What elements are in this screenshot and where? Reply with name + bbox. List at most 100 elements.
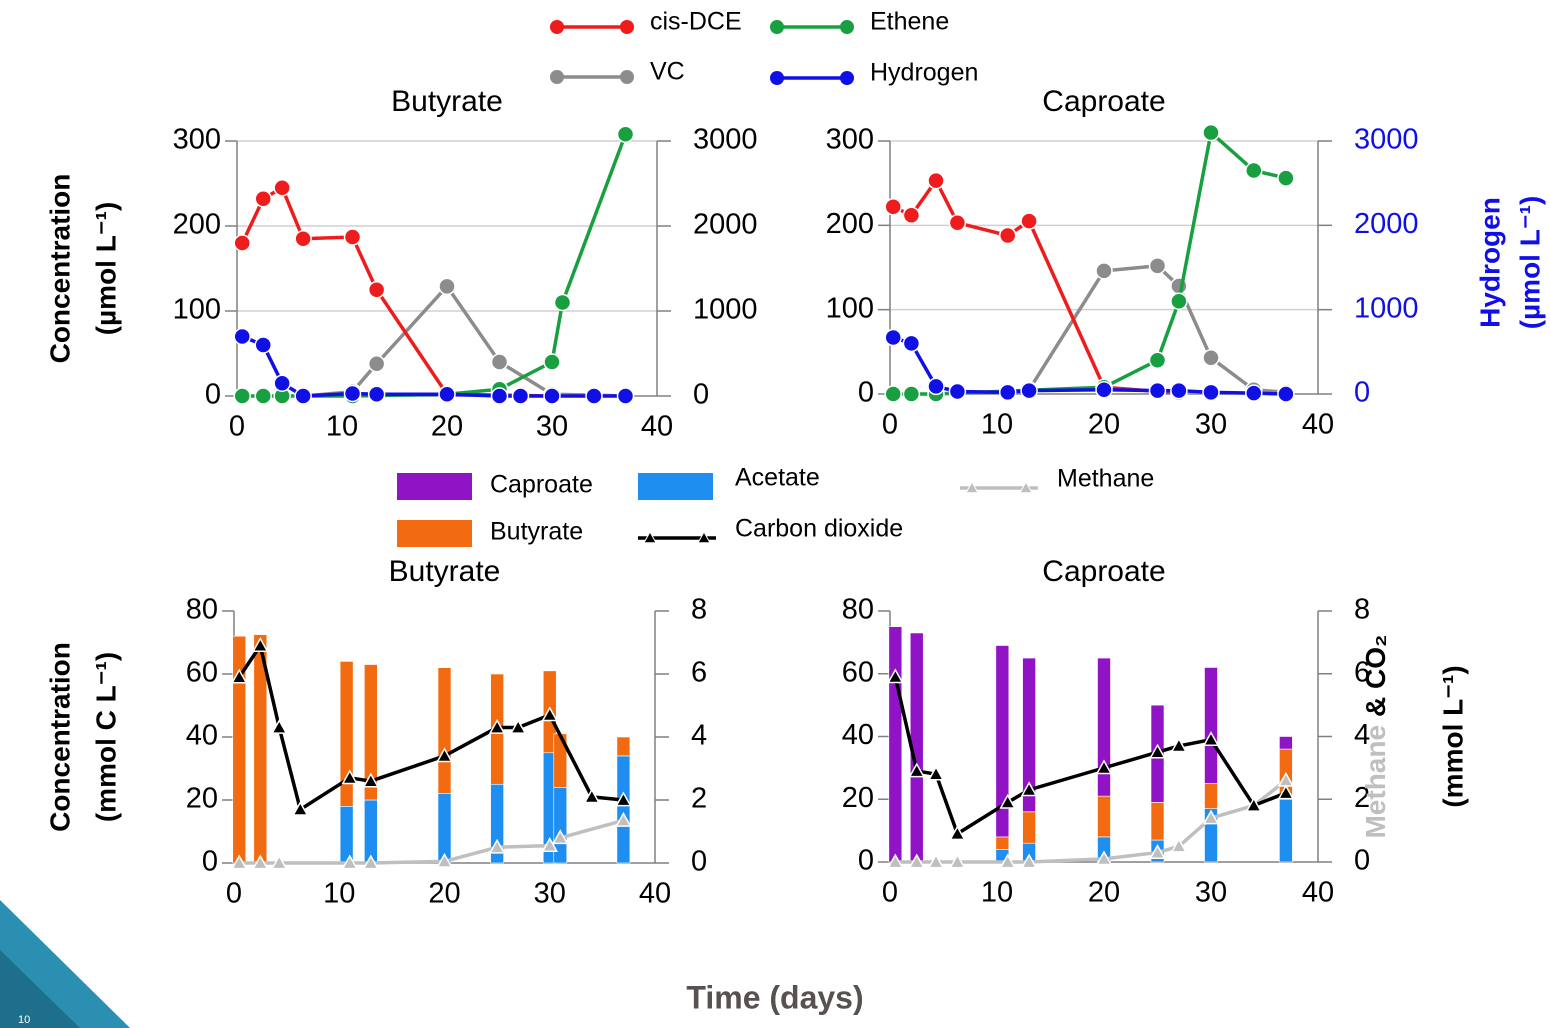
series-line [237, 641, 624, 813]
point [616, 387, 635, 405]
point [1170, 381, 1188, 400]
x-tick-label: 10 [326, 411, 358, 443]
y-tick-label: 40 [186, 720, 218, 752]
legend-label: Carbon dioxide [735, 515, 903, 543]
y2-axis-title: Hydrogen [1474, 197, 1505, 328]
decoration [0, 950, 80, 1028]
bar [995, 645, 1010, 838]
point [998, 383, 1017, 402]
legend-swatch [397, 520, 472, 547]
point [887, 668, 904, 684]
x-tick-label: 10 [981, 877, 1013, 909]
point [1170, 837, 1188, 853]
point [1020, 212, 1038, 230]
point [541, 837, 559, 853]
point [273, 179, 291, 197]
y2-axis-title: (µmol L⁻¹) [1514, 196, 1545, 330]
y2-axis-title: (mmol L⁻¹) [1437, 665, 1468, 807]
x-tick-label: 0 [882, 877, 898, 909]
x-tick-label: 20 [428, 878, 460, 910]
point [1020, 781, 1038, 797]
x-tick-label: 10 [981, 409, 1013, 441]
y-tick-label: 0 [858, 845, 874, 877]
y2-tick-label: 0 [691, 846, 707, 878]
y-tick-label: 20 [842, 782, 874, 814]
y-axis-title: (mmol C L⁻¹) [90, 652, 121, 822]
legend-label: Methane [1057, 465, 1154, 493]
point [541, 706, 559, 722]
point [270, 719, 288, 734]
point [436, 852, 453, 868]
legend-marker [550, 70, 564, 84]
legend-marker [965, 480, 979, 494]
x-tick-label: 40 [1302, 877, 1334, 909]
point [438, 385, 456, 404]
y2-tick-label: 2000 [693, 209, 758, 241]
y-tick-label: 200 [173, 209, 221, 241]
bar [1022, 811, 1036, 844]
point [343, 384, 362, 403]
point [949, 825, 966, 841]
y2-tick-label: 3000 [1354, 124, 1419, 156]
point [233, 327, 251, 346]
legend-marker [620, 70, 634, 84]
y2-tick-label: 6 [691, 657, 707, 689]
y-tick-label: 0 [205, 379, 221, 411]
y2-tick-label: 0 [1354, 845, 1370, 877]
point [948, 382, 967, 401]
point [927, 853, 945, 869]
point [553, 293, 572, 312]
point [1277, 784, 1295, 800]
y2-tick-label: 0 [693, 379, 709, 411]
point [490, 387, 509, 405]
bar [1204, 667, 1218, 784]
y2-tick-label: 2 [1354, 782, 1370, 814]
y-tick-label: 20 [186, 783, 218, 815]
y2-axis-title-part: Methane [1360, 725, 1391, 839]
x-tick-label: 0 [882, 409, 898, 441]
point [254, 387, 272, 405]
bar [364, 664, 378, 801]
point [927, 765, 945, 781]
bar [888, 626, 903, 863]
point [230, 854, 248, 870]
point [998, 226, 1017, 245]
point [488, 719, 506, 734]
y-axis-title: (µmol L⁻¹) [90, 202, 121, 336]
point [908, 762, 926, 778]
legend-label: cis-DCE [650, 8, 742, 36]
legend-label: Hydrogen [870, 59, 978, 87]
x-tick-label: 0 [229, 411, 245, 443]
series-line [302, 283, 626, 398]
y2-tick-label: 8 [691, 594, 707, 626]
y-axis-title: Concentration [44, 174, 75, 364]
point [615, 811, 632, 827]
point [362, 772, 380, 788]
y-axis-title: Concentration [44, 642, 75, 832]
y2-tick-label: 2000 [1354, 208, 1419, 240]
y-tick-label: 200 [826, 208, 874, 240]
point [999, 793, 1016, 809]
point [887, 853, 904, 869]
point [543, 353, 561, 371]
legend-marker [840, 71, 854, 85]
y-tick-label: 300 [173, 124, 221, 156]
x-tick-label: 40 [641, 411, 673, 443]
point [294, 230, 312, 248]
y2-axis-title: Methane & CO₂ [1360, 634, 1391, 838]
point [543, 387, 561, 405]
point [292, 800, 309, 816]
point [1245, 161, 1263, 180]
point [884, 385, 902, 403]
point [927, 171, 945, 190]
point [884, 198, 902, 216]
bar [1279, 736, 1293, 750]
point [1202, 731, 1220, 746]
point [341, 769, 359, 785]
y-tick-label: 80 [842, 594, 874, 626]
y-tick-label: 100 [826, 292, 874, 324]
y2-tick-label: 4 [1354, 719, 1370, 751]
y-tick-label: 300 [826, 124, 874, 156]
point [1149, 743, 1166, 759]
y-tick-label: 0 [202, 846, 218, 878]
